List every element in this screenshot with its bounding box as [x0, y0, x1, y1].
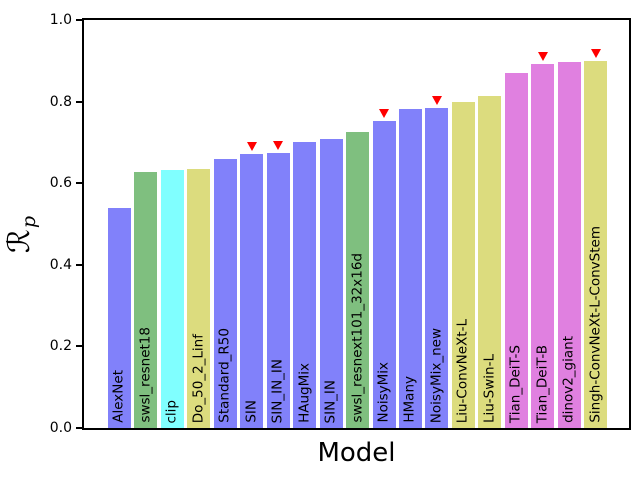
- bar-dinov2_giant: dinov2_giant: [557, 61, 581, 428]
- red-triangle-down-marker-icon: [431, 95, 442, 105]
- bar-label: clip: [163, 399, 180, 424]
- x-axis-label: Model: [317, 438, 396, 468]
- red-triangle-down-marker-icon: [246, 142, 257, 152]
- red-triangle-down-marker-icon: [379, 108, 389, 118]
- y-tick-mark: [76, 100, 82, 103]
- bar-label: Liu-Swin-L: [481, 353, 498, 423]
- y-tick-mark: [76, 427, 82, 429]
- bar-label: HMany: [402, 376, 419, 423]
- bar-Tian_DeiT-S: Tian_DeiT-S: [504, 73, 528, 428]
- y-tick-label: 0.2: [49, 338, 72, 355]
- red-triangle-down-marker-icon: [537, 51, 548, 61]
- bar-clip: clip: [160, 170, 184, 428]
- bar-label: Tian_DeiT-B: [534, 344, 551, 423]
- y-tick-label: 0.0: [49, 420, 72, 436]
- bar-Do_50_2_Linf: Do_50_2_Linf: [187, 168, 211, 428]
- bar-Liu-Swin-L: Liu-Swin-L: [478, 96, 502, 428]
- bar-label: NoisyMix_new: [428, 327, 445, 423]
- y-axis-label-symbol: ℛ: [2, 229, 37, 254]
- bar-HMany: HMany: [398, 108, 422, 428]
- bar-label: HAugMix: [296, 363, 313, 423]
- bar-Singh-ConvNeXt-L-ConvStem: Singh-ConvNeXt-L-ConvStem: [584, 49, 608, 428]
- bar-NoisyMix_new: NoisyMix_new: [425, 95, 449, 428]
- bar-label: swsl_resnet18: [137, 327, 154, 423]
- bar-label: dinov2_giant: [560, 336, 577, 423]
- bar-label: Singh-ConvNeXt-L-ConvStem: [587, 226, 604, 423]
- bar-SIN: SIN: [240, 142, 264, 428]
- y-tick-mark: [76, 19, 82, 21]
- bar-label: Standard_R50: [216, 328, 233, 423]
- bar-SIN_IN_IN: SIN_IN_IN: [266, 141, 290, 428]
- y-axis-label-subscript: p: [18, 215, 41, 229]
- y-tick-label: 0.4: [49, 256, 72, 273]
- y-tick-label: 1.0: [49, 12, 72, 28]
- y-tick-mark: [76, 182, 82, 185]
- y-tick-label: 0.6: [49, 175, 72, 192]
- bar-HAugMix: HAugMix: [293, 141, 317, 428]
- bar-SIN_IN: SIN_IN: [319, 139, 343, 428]
- bar-swsl_resnext101_32x16d: swsl_resnext101_32x16d: [346, 131, 370, 428]
- bar-label: AlexNet: [110, 370, 127, 423]
- bar-Liu-ConvNeXt-L: Liu-ConvNeXt-L: [451, 101, 475, 428]
- bar-AlexNet: AlexNet: [107, 207, 131, 428]
- bar-label: SIN_IN_IN: [269, 358, 286, 423]
- y-tick-mark: [76, 263, 82, 266]
- bar-label: Do_50_2_Linf: [190, 333, 207, 423]
- red-triangle-down-marker-icon: [273, 141, 284, 151]
- bar-label: Tian_DeiT-S: [507, 344, 524, 423]
- bar-Standard_R50: Standard_R50: [213, 158, 237, 428]
- bar-label: SIN: [243, 400, 260, 423]
- red-triangle-down-marker-icon: [590, 49, 601, 59]
- y-tick-label: 0.8: [49, 93, 72, 110]
- bar-NoisyMix: NoisyMix: [372, 108, 396, 428]
- bar-swsl_resnet18: swsl_resnet18: [134, 171, 158, 428]
- y-tick-mark: [76, 345, 82, 348]
- bar-label: NoisyMix: [375, 362, 392, 423]
- bar-Tian_DeiT-B: Tian_DeiT-B: [531, 51, 555, 428]
- bar-label: swsl_resnext101_32x16d: [349, 253, 366, 423]
- bar-label: SIN_IN: [322, 379, 339, 423]
- bar-label: Liu-ConvNeXt-L: [454, 318, 471, 423]
